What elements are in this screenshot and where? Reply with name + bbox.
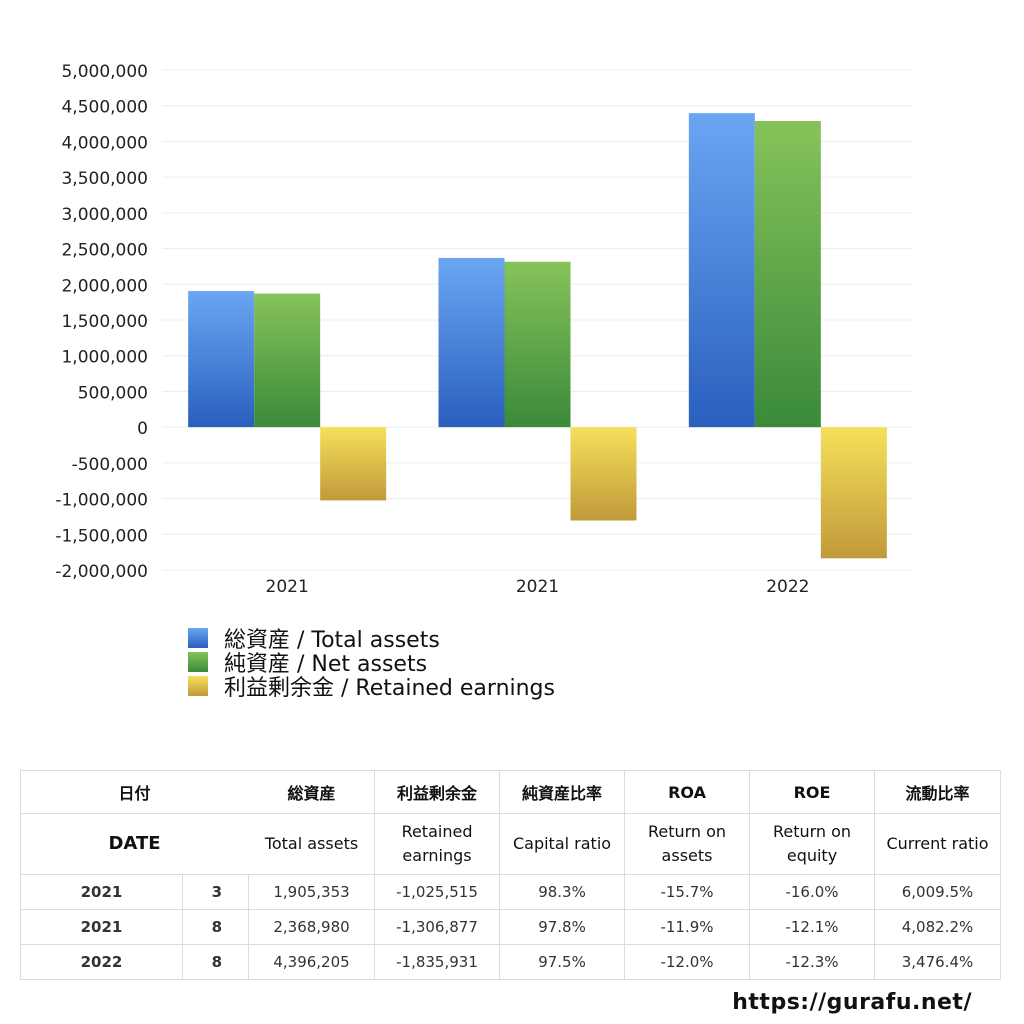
- row-retained: -1,306,877: [374, 909, 501, 945]
- bar-total-assets: [188, 291, 255, 428]
- legend-swatch-net-assets: [188, 652, 208, 672]
- y-tick-label: -1,000,000: [55, 491, 148, 511]
- bar-net-assets: [754, 121, 821, 428]
- financial-table: 日付 総資産 利益剰余金 純資産比率 ROA ROE 流動比率 DATE Tot…: [19, 770, 1002, 980]
- header-total-assets-en: Total assets: [248, 813, 376, 875]
- legend-label: 総資産 / Total assets: [224, 628, 440, 653]
- table-header-jp: 日付 総資産 利益剰余金 純資産比率 ROA ROE 流動比率: [19, 770, 1002, 814]
- bar-retained-earnings: [820, 427, 887, 559]
- row-roe: -12.3%: [749, 944, 876, 980]
- y-axis-ticks: 5,000,000 4,500,000 4,000,000 3,500,000 3,00…: [55, 62, 148, 582]
- table-header-en: DATE Total assets Retained earnings Capi…: [19, 813, 1002, 875]
- y-tick-label: 0: [137, 419, 148, 439]
- row-month: 8: [181, 909, 250, 945]
- row-month: 8: [181, 944, 250, 980]
- row-capital-ratio: 98.3%: [499, 874, 626, 910]
- y-tick-label: -2,000,000: [55, 562, 148, 582]
- legend-label: 利益剰余金 / Retained earnings: [224, 676, 555, 701]
- x-tick-label: 2022: [766, 577, 809, 597]
- header-date-jp: 日付: [19, 770, 249, 814]
- header-roe-en: Return on equity: [749, 813, 876, 875]
- row-month: 3: [181, 874, 250, 910]
- x-tick-label: 2021: [516, 577, 559, 597]
- legend-label: 純資産 / Net assets: [224, 652, 428, 677]
- header-capital-ratio-en: Capital ratio: [499, 813, 626, 875]
- row-capital-ratio: 97.8%: [499, 909, 626, 945]
- row-roa: -15.7%: [624, 874, 751, 910]
- x-tick-label: 2021: [266, 577, 309, 597]
- y-tick-label: 500,000: [78, 383, 148, 403]
- bar-total-assets: [438, 257, 505, 428]
- y-tick-label: 4,000,000: [61, 133, 148, 153]
- row-current-ratio: 4,082.2%: [874, 909, 1002, 945]
- y-tick-label: 4,500,000: [61, 98, 148, 118]
- table-row: 2021 8 2,368,980 -1,306,877 97.8% -11.9%…: [20, 909, 1002, 945]
- row-year: 2021: [20, 909, 183, 945]
- bar-total-assets: [688, 113, 755, 428]
- header-total-assets-jp: 総資産: [248, 770, 376, 814]
- bar-retained-earnings: [320, 427, 387, 501]
- row-total-assets: 4,396,205: [248, 944, 376, 980]
- y-tick-label: 2,500,000: [61, 241, 148, 261]
- bars: [188, 113, 887, 559]
- bar-net-assets: [254, 293, 321, 428]
- header-retained-jp: 利益剰余金: [374, 770, 501, 814]
- legend-item-total-assets: 総資産 / Total assets: [188, 626, 555, 653]
- row-current-ratio: 3,476.4%: [874, 944, 1002, 980]
- legend: 総資産 / Total assets 純資産 / Net assets 利益剰余…: [188, 626, 555, 701]
- row-roe: -16.0%: [749, 874, 876, 910]
- x-axis-ticks: 2021 2021 2022: [266, 577, 810, 597]
- legend-item-retained-earnings: 利益剰余金 / Retained earnings: [188, 674, 555, 701]
- header-roa-jp: ROA: [624, 770, 751, 814]
- bar-retained-earnings: [570, 427, 637, 521]
- row-total-assets: 1,905,353: [248, 874, 376, 910]
- table-row: 2021 3 1,905,353 -1,025,515 98.3% -15.7%…: [20, 874, 1002, 910]
- y-tick-label: 2,000,000: [61, 276, 148, 296]
- row-roa: -12.0%: [624, 944, 751, 980]
- header-roa-en: Return on assets: [624, 813, 751, 875]
- bar-net-assets: [504, 261, 571, 428]
- header-retained-en: Retained earnings: [374, 813, 501, 875]
- bar-chart: 5,000,000 4,500,000 4,000,000 3,500,000 3,00…: [55, 62, 913, 597]
- legend-swatch-total-assets: [188, 628, 208, 648]
- header-current-ratio-en: Current ratio: [874, 813, 1002, 875]
- legend-swatch-retained-earnings: [188, 676, 208, 696]
- y-tick-label: 3,500,000: [61, 169, 148, 189]
- row-year: 2022: [20, 944, 183, 980]
- row-year: 2021: [20, 874, 183, 910]
- row-total-assets: 2,368,980: [248, 909, 376, 945]
- header-current-ratio-jp: 流動比率: [874, 770, 1002, 814]
- y-tick-label: -500,000: [72, 455, 148, 475]
- legend-item-net-assets: 純資産 / Net assets: [188, 650, 555, 677]
- site-url-link[interactable]: https://gurafu.net/: [732, 990, 972, 1015]
- y-tick-label: 5,000,000: [61, 62, 148, 82]
- y-tick-label: -1,500,000: [55, 526, 148, 546]
- row-roa: -11.9%: [624, 909, 751, 945]
- y-tick-label: 1,000,000: [61, 348, 148, 368]
- header-roe-jp: ROE: [749, 770, 876, 814]
- row-retained: -1,025,515: [374, 874, 501, 910]
- table-row: 2022 8 4,396,205 -1,835,931 97.5% -12.0%…: [20, 944, 1002, 980]
- row-current-ratio: 6,009.5%: [874, 874, 1002, 910]
- header-capital-ratio-jp: 純資産比率: [499, 770, 626, 814]
- y-tick-label: 1,500,000: [61, 312, 148, 332]
- row-retained: -1,835,931: [374, 944, 501, 980]
- header-date-en: DATE: [19, 813, 249, 875]
- y-tick-label: 3,000,000: [61, 205, 148, 225]
- row-roe: -12.1%: [749, 909, 876, 945]
- row-capital-ratio: 97.5%: [499, 944, 626, 980]
